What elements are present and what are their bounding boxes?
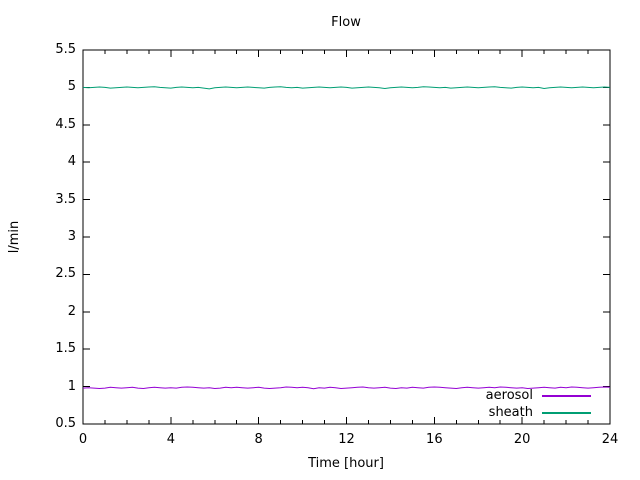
series-line-sheath bbox=[82, 86, 611, 90]
y-tick-label: 5.5 bbox=[55, 42, 76, 57]
legend: aerosol sheath bbox=[486, 387, 591, 421]
chart-title: Flow bbox=[331, 15, 361, 30]
plot-border bbox=[82, 49, 611, 425]
y-tick-label: 1 bbox=[67, 378, 76, 394]
legend-label-aerosol: aerosol bbox=[485, 387, 533, 403]
y-tick-label: 2.5 bbox=[55, 266, 76, 282]
y-tick-label: 2 bbox=[67, 303, 76, 319]
legend-label-sheath: sheath bbox=[488, 404, 533, 420]
y-tick-label: 0.5 bbox=[55, 416, 76, 431]
y-axis-label: l/min bbox=[7, 220, 22, 254]
legend-line-sample-aerosol bbox=[542, 394, 591, 397]
x-tick-label: 24 bbox=[601, 432, 619, 447]
y-tick-label: 3.5 bbox=[55, 191, 76, 207]
x-tick-label: 12 bbox=[338, 432, 355, 447]
x-tick-label: 4 bbox=[166, 432, 175, 447]
y-tick-label: 3 bbox=[67, 229, 76, 244]
y-tick-label: 1.5 bbox=[55, 341, 76, 357]
x-tick-label: 0 bbox=[78, 432, 88, 447]
y-tick-label: 4 bbox=[67, 154, 76, 170]
x-tick-label: 20 bbox=[513, 432, 531, 447]
x-tick-label: 8 bbox=[254, 432, 263, 447]
x-axis-label: Time [hour] bbox=[308, 456, 384, 471]
legend-line-sample-sheath bbox=[542, 411, 591, 414]
y-tick-label: 5 bbox=[67, 79, 76, 95]
series-line-aerosol bbox=[82, 386, 611, 390]
y-tick-label: 4.5 bbox=[55, 116, 76, 132]
legend-item-aerosol: aerosol bbox=[486, 387, 591, 404]
legend-item-sheath: sheath bbox=[486, 404, 591, 421]
x-tick-label: 16 bbox=[426, 432, 443, 447]
